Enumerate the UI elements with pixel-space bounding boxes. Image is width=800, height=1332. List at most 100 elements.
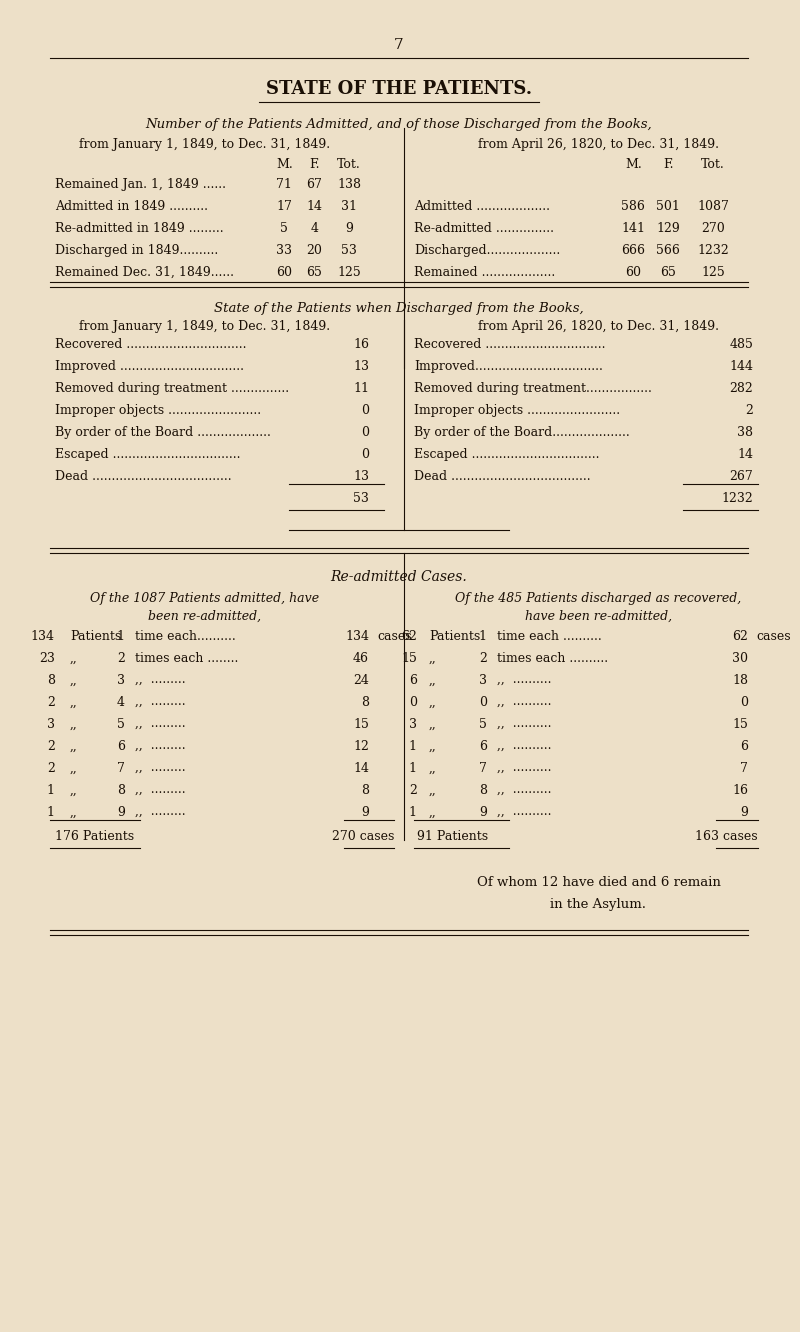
Text: 0: 0: [478, 697, 486, 709]
Text: Tot.: Tot.: [338, 159, 361, 170]
Text: 18: 18: [732, 674, 748, 687]
Text: time each..........: time each..........: [134, 630, 235, 643]
Text: 270 cases: 270 cases: [332, 830, 394, 843]
Text: ,,  .........: ,, .........: [134, 674, 186, 687]
Text: Discharged...................: Discharged...................: [414, 244, 560, 257]
Text: 20: 20: [306, 244, 322, 257]
Text: 1087: 1087: [698, 200, 729, 213]
Text: 5: 5: [117, 718, 125, 731]
Text: 14: 14: [737, 448, 753, 461]
Text: 53: 53: [353, 492, 369, 505]
Text: 5: 5: [479, 718, 486, 731]
Text: Recovered ...............................: Recovered ..............................…: [55, 338, 246, 352]
Text: F.: F.: [663, 159, 674, 170]
Text: 1: 1: [409, 762, 417, 775]
Text: ,,  ..........: ,, ..........: [497, 806, 551, 819]
Text: By order of the Board....................: By order of the Board...................…: [414, 426, 630, 440]
Text: 15: 15: [401, 651, 417, 665]
Text: Remained ...................: Remained ...................: [414, 266, 555, 278]
Text: 12: 12: [353, 741, 369, 753]
Text: 3: 3: [47, 718, 55, 731]
Text: 2: 2: [47, 697, 55, 709]
Text: Remained Dec. 31, 1849......: Remained Dec. 31, 1849......: [55, 266, 234, 278]
Text: 17: 17: [276, 200, 292, 213]
Text: Tot.: Tot.: [702, 159, 725, 170]
Text: M.: M.: [625, 159, 642, 170]
Text: 8: 8: [478, 785, 486, 797]
Text: 501: 501: [656, 200, 680, 213]
Text: ,,: ,,: [70, 718, 78, 731]
Text: 8: 8: [361, 785, 369, 797]
Text: 62: 62: [401, 630, 417, 643]
Text: cases: cases: [756, 630, 790, 643]
Text: ,,: ,,: [70, 651, 78, 665]
Text: 1232: 1232: [698, 244, 729, 257]
Text: 65: 65: [660, 266, 676, 278]
Text: ,,: ,,: [429, 785, 437, 797]
Text: STATE OF THE PATIENTS.: STATE OF THE PATIENTS.: [266, 80, 532, 99]
Text: 65: 65: [306, 266, 322, 278]
Text: Dead ....................................: Dead ...................................…: [414, 470, 590, 484]
Text: 16: 16: [732, 785, 748, 797]
Text: 9: 9: [117, 806, 125, 819]
Text: ,,  .........: ,, .........: [134, 718, 186, 731]
Text: been re-admitted,: been re-admitted,: [148, 610, 261, 623]
Text: ,,: ,,: [70, 674, 78, 687]
Text: 2: 2: [117, 651, 125, 665]
Text: 2: 2: [745, 404, 753, 417]
Text: 1: 1: [478, 630, 486, 643]
Text: ,,: ,,: [70, 762, 78, 775]
Text: 60: 60: [626, 266, 642, 278]
Text: Improved ................................: Improved ...............................…: [55, 360, 244, 373]
Text: 53: 53: [341, 244, 357, 257]
Text: 62: 62: [732, 630, 748, 643]
Text: times each ..........: times each ..........: [497, 651, 608, 665]
Text: ,,  ..........: ,, ..........: [497, 785, 551, 797]
Text: By order of the Board ...................: By order of the Board ..................…: [55, 426, 270, 440]
Text: time each ..........: time each ..........: [497, 630, 602, 643]
Text: ,,  .........: ,, .........: [134, 762, 186, 775]
Text: 125: 125: [338, 266, 361, 278]
Text: 2: 2: [47, 762, 55, 775]
Text: ,,: ,,: [429, 806, 437, 819]
Text: cases: cases: [377, 630, 412, 643]
Text: 7: 7: [740, 762, 748, 775]
Text: ,,  ..........: ,, ..........: [497, 741, 551, 753]
Text: Dead ....................................: Dead ...................................…: [55, 470, 231, 484]
Text: 9: 9: [345, 222, 353, 234]
Text: Escaped .................................: Escaped ................................…: [414, 448, 599, 461]
Text: 91 Patients: 91 Patients: [417, 830, 488, 843]
Text: 3: 3: [409, 718, 417, 731]
Text: 11: 11: [353, 382, 369, 396]
Text: 6: 6: [409, 674, 417, 687]
Text: Recovered ...............................: Recovered ..............................…: [414, 338, 606, 352]
Text: 5: 5: [280, 222, 288, 234]
Text: 0: 0: [361, 426, 369, 440]
Text: 566: 566: [656, 244, 680, 257]
Text: 13: 13: [353, 470, 369, 484]
Text: from April 26, 1820, to Dec. 31, 1849.: from April 26, 1820, to Dec. 31, 1849.: [478, 139, 719, 151]
Text: 7: 7: [394, 39, 404, 52]
Text: 0: 0: [361, 404, 369, 417]
Text: 6: 6: [478, 741, 486, 753]
Text: 1: 1: [47, 806, 55, 819]
Text: 7: 7: [117, 762, 125, 775]
Text: ,,: ,,: [429, 762, 437, 775]
Text: ,,  ..........: ,, ..........: [497, 718, 551, 731]
Text: 0: 0: [361, 448, 369, 461]
Text: Patients: Patients: [429, 630, 480, 643]
Text: Of the 1087 Patients admitted, have: Of the 1087 Patients admitted, have: [90, 591, 319, 605]
Text: 176 Patients: 176 Patients: [55, 830, 134, 843]
Text: from January 1, 1849, to Dec. 31, 1849.: from January 1, 1849, to Dec. 31, 1849.: [79, 320, 330, 333]
Text: 33: 33: [276, 244, 292, 257]
Text: 9: 9: [479, 806, 486, 819]
Text: 163 cases: 163 cases: [695, 830, 758, 843]
Text: 586: 586: [622, 200, 646, 213]
Text: 267: 267: [730, 470, 753, 484]
Text: 13: 13: [353, 360, 369, 373]
Text: ,,: ,,: [70, 741, 78, 753]
Text: Improved.................................: Improved................................…: [414, 360, 602, 373]
Text: ,,  ..........: ,, ..........: [497, 762, 551, 775]
Text: 23: 23: [39, 651, 55, 665]
Text: 14: 14: [306, 200, 322, 213]
